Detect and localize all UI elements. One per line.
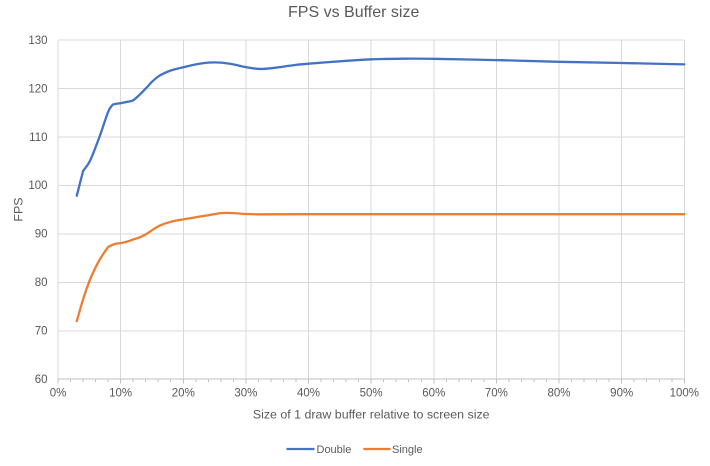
svg-text:20%: 20%: [172, 388, 195, 400]
svg-text:FPS: FPS: [12, 197, 26, 221]
svg-text:Double: Double: [317, 444, 352, 456]
svg-text:80: 80: [35, 277, 48, 289]
svg-text:10%: 10%: [109, 388, 132, 400]
svg-text:90%: 90%: [610, 388, 633, 400]
svg-text:0%: 0%: [50, 388, 67, 400]
svg-text:100: 100: [28, 180, 47, 192]
svg-text:40%: 40%: [297, 388, 320, 400]
svg-text:110: 110: [29, 132, 47, 144]
svg-text:FPS vs Buffer size: FPS vs Buffer size: [288, 4, 419, 21]
svg-text:90: 90: [35, 229, 48, 241]
svg-text:30%: 30%: [234, 388, 257, 400]
svg-text:Single: Single: [392, 444, 423, 456]
svg-text:70: 70: [35, 326, 48, 338]
svg-text:130: 130: [28, 35, 47, 47]
svg-text:80%: 80%: [547, 388, 570, 400]
svg-text:50%: 50%: [360, 388, 383, 400]
svg-text:100%: 100%: [670, 388, 699, 400]
svg-text:60: 60: [35, 374, 48, 386]
svg-text:120: 120: [28, 83, 47, 95]
svg-text:Size of 1 draw buffer relative: Size of 1 draw buffer relative to screen…: [253, 407, 490, 421]
svg-text:60%: 60%: [422, 388, 445, 400]
svg-text:70%: 70%: [485, 388, 508, 400]
